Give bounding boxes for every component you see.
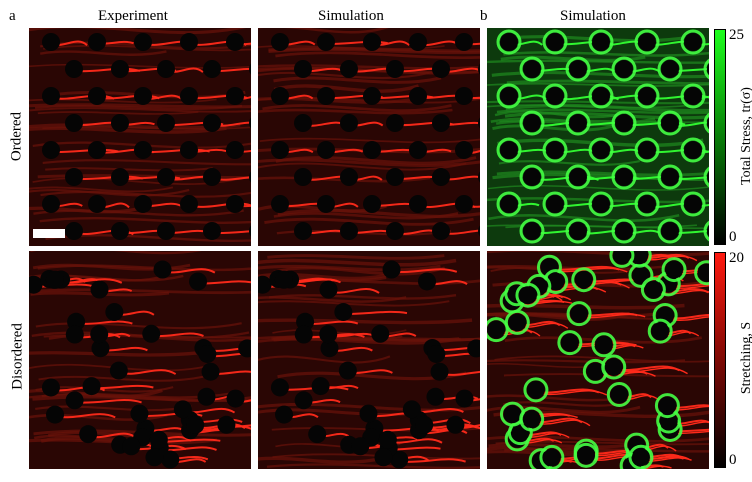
colorbar-stretch [714, 252, 726, 468]
column-label-experiment: Experiment [98, 8, 168, 24]
panel-a-letter: a [9, 8, 16, 24]
colorbar-stress-max: 25 [729, 27, 744, 43]
colorbar-stress-min: 0 [729, 229, 737, 245]
colorbar-stretch-max: 20 [729, 250, 744, 266]
panel-disordered-stretch [487, 251, 709, 469]
column-label-simulation: Simulation [318, 8, 384, 24]
column-label-simulation-b: Simulation [560, 8, 626, 24]
row-label-disordered: Disordered [9, 323, 26, 390]
scale-bar [33, 229, 65, 238]
row-label-ordered: Ordered [8, 111, 25, 162]
colorbar-stretch-label: Stretching, S [739, 322, 752, 395]
panel-disordered-experiment [29, 251, 251, 469]
colorbar-stress-label: Total Stress, tr(σ) [739, 87, 752, 185]
panel-ordered-stress [487, 28, 709, 246]
panel-disordered-simulation [258, 251, 480, 469]
panel-ordered-simulation [258, 28, 480, 246]
colorbar-stress [714, 29, 726, 245]
panel-ordered-experiment [29, 28, 251, 246]
colorbar-stretch-min: 0 [729, 452, 737, 468]
panel-b-letter: b [480, 8, 488, 24]
